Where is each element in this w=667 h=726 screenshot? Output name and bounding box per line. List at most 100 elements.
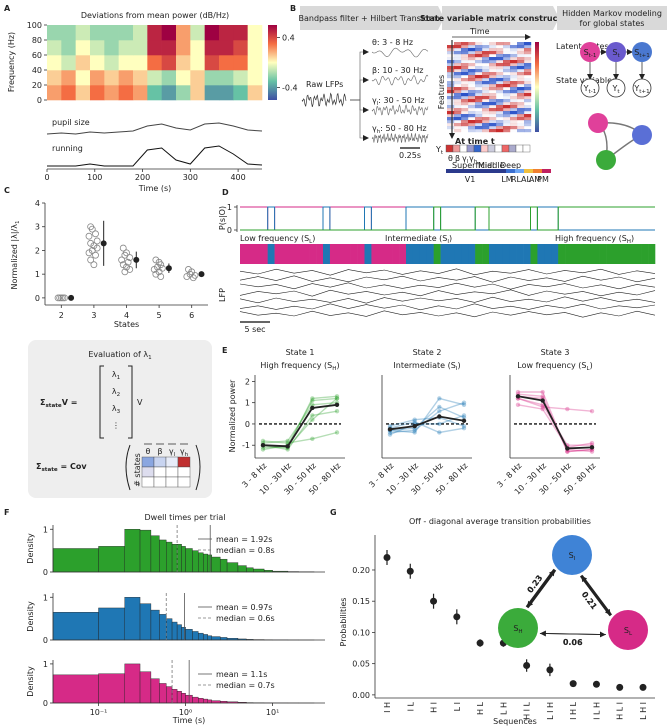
lfp-label: LFP <box>218 288 227 302</box>
panel-label: G <box>330 508 337 517</box>
point <box>406 567 414 575</box>
matrix-cell <box>510 87 518 91</box>
series-point <box>461 402 467 407</box>
text-part: 400 <box>230 173 245 182</box>
transition-label: 0.23 <box>525 573 544 594</box>
y-tick-label: 40 <box>32 66 42 75</box>
matrix-cell <box>524 123 532 127</box>
histogram-bar <box>192 631 199 641</box>
text-part: 0.20 <box>352 565 370 574</box>
series-point <box>461 415 467 420</box>
matrix-cell <box>468 90 476 94</box>
matrix-cell <box>475 66 483 70</box>
point <box>523 662 531 670</box>
text-part: LFP <box>218 288 227 302</box>
matrix-cell <box>496 120 504 124</box>
text-part: Low frequency (S <box>517 361 586 370</box>
heatmap-cell <box>161 85 177 101</box>
transition-label: 0.21 <box>580 590 599 612</box>
series-point <box>260 447 266 452</box>
matrix-cell <box>475 117 483 121</box>
y-tick-label: 0 <box>227 226 232 235</box>
matrix-cell <box>447 105 455 109</box>
text-part: ) <box>449 234 452 243</box>
matrix-cell <box>524 75 531 78</box>
heatmap-cell <box>247 70 263 86</box>
matrix-cell <box>482 72 490 76</box>
matrix-cell <box>517 123 525 127</box>
text-part: 2 <box>35 246 40 255</box>
series-line <box>517 395 593 450</box>
variable-node-label: Yt <box>611 84 620 95</box>
state-segment <box>392 244 400 264</box>
features-label: Features <box>437 75 446 109</box>
text-part: States <box>114 320 139 329</box>
series-point <box>589 445 595 450</box>
matrix-cell <box>524 87 532 91</box>
matrix-cell <box>447 126 455 130</box>
matrix-bracket <box>99 365 133 439</box>
matrix-cell <box>468 45 476 49</box>
matrix-cell <box>461 60 469 64</box>
cov-column: γh <box>180 447 189 458</box>
lfp-trace <box>239 296 656 304</box>
lfp-trace <box>239 268 656 276</box>
state-segment <box>572 244 580 264</box>
point <box>569 680 577 688</box>
state-segment <box>385 244 393 264</box>
text-part: -0.4 <box>282 83 298 92</box>
vector-cell <box>522 144 531 153</box>
state-label: Low frequency (SL) <box>240 234 315 245</box>
colorbar-tick-label: 0.4 <box>282 33 295 42</box>
heatmap-cell <box>219 55 234 71</box>
matrix-cell <box>489 99 497 103</box>
series-line <box>389 397 465 434</box>
y-tick-label: 3 <box>35 222 40 231</box>
histogram-bar <box>207 635 212 641</box>
text-part: ⋮ <box>112 421 120 430</box>
matrix-cell <box>461 78 469 82</box>
series-line <box>389 415 465 431</box>
heatmap-cell <box>147 85 162 101</box>
area-bar <box>506 169 515 173</box>
matrix-cell <box>524 117 532 121</box>
y-tick-label: 1 <box>43 659 48 668</box>
text-part: h <box>474 159 478 165</box>
matrix-cell <box>517 54 525 58</box>
point <box>93 237 101 245</box>
matrix-cell <box>454 48 462 52</box>
text-part: median = 0.7s <box>216 681 275 690</box>
text-part: ) <box>312 234 315 243</box>
matrix-cell <box>524 60 532 64</box>
matrix-cell <box>489 78 497 82</box>
matrix-cell <box>461 75 468 78</box>
cov-cell <box>153 476 167 488</box>
matrix-cell <box>517 117 525 121</box>
series-point <box>334 402 340 407</box>
matrix-cell <box>454 120 462 124</box>
y-tick-label: 20 <box>32 81 42 90</box>
text-part: D <box>222 188 229 197</box>
series-point <box>437 408 442 414</box>
heatmap-cell <box>247 55 263 71</box>
histogram-bar <box>171 621 178 641</box>
heatmap-cell <box>176 85 191 101</box>
series-point <box>310 417 315 422</box>
text-part: 10¹ <box>266 708 279 717</box>
series-point <box>387 427 393 432</box>
matrix-cell <box>524 63 532 67</box>
matrix-cell <box>482 63 489 66</box>
matrix-cell <box>524 108 532 112</box>
matrix-cell <box>482 78 490 82</box>
matrix-cell <box>489 84 497 88</box>
text-part: for global states <box>580 19 645 28</box>
series-point <box>589 440 595 446</box>
matrix-cell <box>454 51 462 55</box>
series-point <box>285 447 290 452</box>
matrix-cell <box>468 111 476 115</box>
matrix-cell <box>454 81 462 85</box>
band-wave <box>371 104 429 116</box>
text-part: 0.06 <box>563 637 583 646</box>
matrix-cell <box>468 60 475 63</box>
text-part: mean = 1.1s <box>216 670 267 679</box>
